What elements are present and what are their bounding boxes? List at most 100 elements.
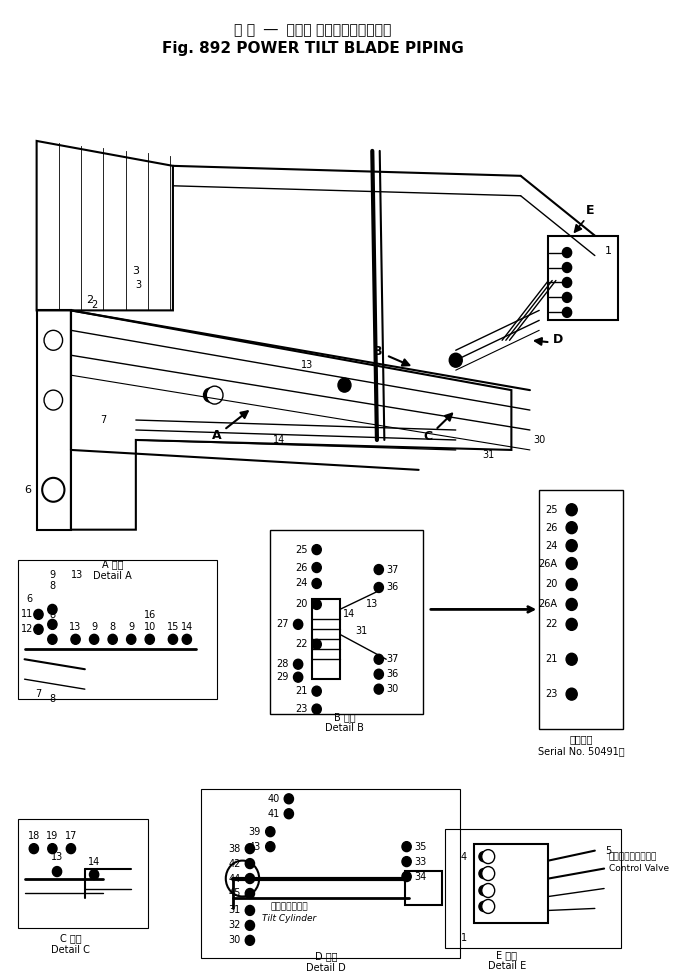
Text: Serial No. 50491～: Serial No. 50491～	[538, 746, 625, 756]
Circle shape	[374, 684, 384, 694]
Circle shape	[90, 870, 99, 879]
Text: 2: 2	[91, 301, 97, 310]
Circle shape	[182, 634, 192, 644]
Circle shape	[402, 857, 411, 867]
Circle shape	[245, 859, 254, 869]
Text: 35: 35	[414, 841, 427, 852]
Text: 18: 18	[28, 831, 40, 840]
Circle shape	[245, 906, 254, 915]
Text: 15: 15	[167, 623, 179, 632]
Circle shape	[338, 378, 351, 392]
Bar	[271, 530, 423, 714]
Text: 33: 33	[414, 857, 426, 867]
Text: 20: 20	[545, 580, 558, 590]
Text: B: B	[373, 345, 383, 358]
Text: A: A	[212, 429, 221, 442]
Circle shape	[312, 579, 321, 589]
Text: 6: 6	[24, 485, 31, 495]
Text: 14: 14	[181, 623, 193, 632]
Text: 20: 20	[295, 599, 308, 609]
Circle shape	[29, 843, 38, 854]
Text: D 詳細: D 詳細	[315, 952, 337, 961]
Circle shape	[479, 902, 488, 912]
Text: 27: 27	[277, 620, 289, 630]
Text: 26: 26	[295, 562, 308, 573]
Circle shape	[71, 634, 80, 644]
Text: Detail D: Detail D	[306, 963, 346, 973]
Circle shape	[245, 874, 254, 883]
Bar	[201, 789, 460, 958]
Text: 5: 5	[606, 845, 612, 856]
Circle shape	[34, 609, 43, 620]
Text: 9: 9	[49, 570, 55, 580]
Text: 適用番號: 適用番號	[569, 734, 593, 744]
Circle shape	[48, 620, 57, 630]
Circle shape	[482, 850, 495, 864]
Text: コントロールバルブ: コントロールバルブ	[609, 852, 657, 861]
Text: 8: 8	[49, 582, 55, 591]
Text: 31: 31	[228, 906, 241, 915]
Text: 24: 24	[295, 579, 308, 589]
Circle shape	[48, 604, 57, 615]
Circle shape	[245, 843, 254, 854]
Text: 28: 28	[277, 659, 289, 670]
Circle shape	[312, 686, 321, 696]
Text: E 詳細: E 詳細	[496, 951, 518, 960]
Text: 19: 19	[46, 831, 59, 840]
Text: 14: 14	[343, 609, 355, 620]
Circle shape	[293, 672, 303, 682]
Circle shape	[48, 634, 57, 644]
Text: A 詳細: A 詳細	[102, 559, 123, 570]
Text: 1: 1	[461, 933, 467, 944]
Circle shape	[245, 920, 254, 930]
Circle shape	[266, 841, 275, 852]
Bar	[18, 559, 217, 699]
Circle shape	[479, 852, 488, 862]
Circle shape	[34, 625, 43, 634]
Circle shape	[450, 353, 462, 367]
Text: 2: 2	[86, 296, 93, 305]
Text: 23: 23	[295, 704, 308, 714]
Text: 22: 22	[545, 620, 558, 630]
Circle shape	[48, 843, 57, 854]
Circle shape	[566, 688, 577, 700]
Text: 26A: 26A	[539, 599, 558, 609]
Text: 31: 31	[482, 450, 495, 460]
Text: 30: 30	[228, 935, 241, 946]
Circle shape	[284, 809, 293, 819]
Text: C: C	[423, 430, 433, 443]
Circle shape	[145, 634, 154, 644]
Circle shape	[563, 307, 571, 317]
Circle shape	[108, 634, 117, 644]
Circle shape	[245, 935, 254, 946]
Circle shape	[402, 872, 411, 881]
Text: 23: 23	[545, 689, 558, 699]
Text: 4: 4	[461, 852, 467, 862]
Bar	[312, 599, 340, 679]
Circle shape	[566, 619, 577, 630]
Text: 30: 30	[533, 435, 545, 445]
Text: 13: 13	[302, 360, 314, 370]
Text: 10: 10	[143, 623, 156, 632]
Circle shape	[245, 888, 254, 899]
Text: 3: 3	[135, 280, 142, 291]
Circle shape	[563, 293, 571, 303]
Text: 45: 45	[228, 888, 241, 899]
Circle shape	[90, 634, 99, 644]
Text: 17: 17	[65, 831, 77, 840]
Text: 32: 32	[228, 920, 241, 930]
Bar	[404, 871, 442, 906]
Text: チルトシリンダ: チルトシリンダ	[270, 902, 308, 911]
Text: 34: 34	[414, 872, 426, 881]
Circle shape	[44, 330, 63, 350]
Circle shape	[566, 653, 577, 666]
Text: 44: 44	[228, 874, 241, 883]
Circle shape	[293, 620, 303, 630]
Text: 9: 9	[49, 623, 55, 632]
Text: 24: 24	[545, 541, 558, 550]
Circle shape	[566, 579, 577, 590]
Text: 8: 8	[110, 623, 116, 632]
Text: 25: 25	[545, 505, 558, 514]
Text: 13: 13	[69, 623, 81, 632]
Text: Fig. 892 POWER TILT BLADE PIPING: Fig. 892 POWER TILT BLADE PIPING	[162, 41, 464, 57]
